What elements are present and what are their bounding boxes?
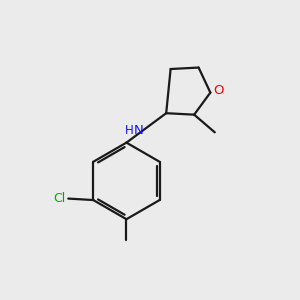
Text: H: H (125, 124, 134, 137)
Text: Cl: Cl (53, 192, 66, 205)
Text: O: O (213, 84, 224, 97)
Text: N: N (134, 124, 144, 137)
